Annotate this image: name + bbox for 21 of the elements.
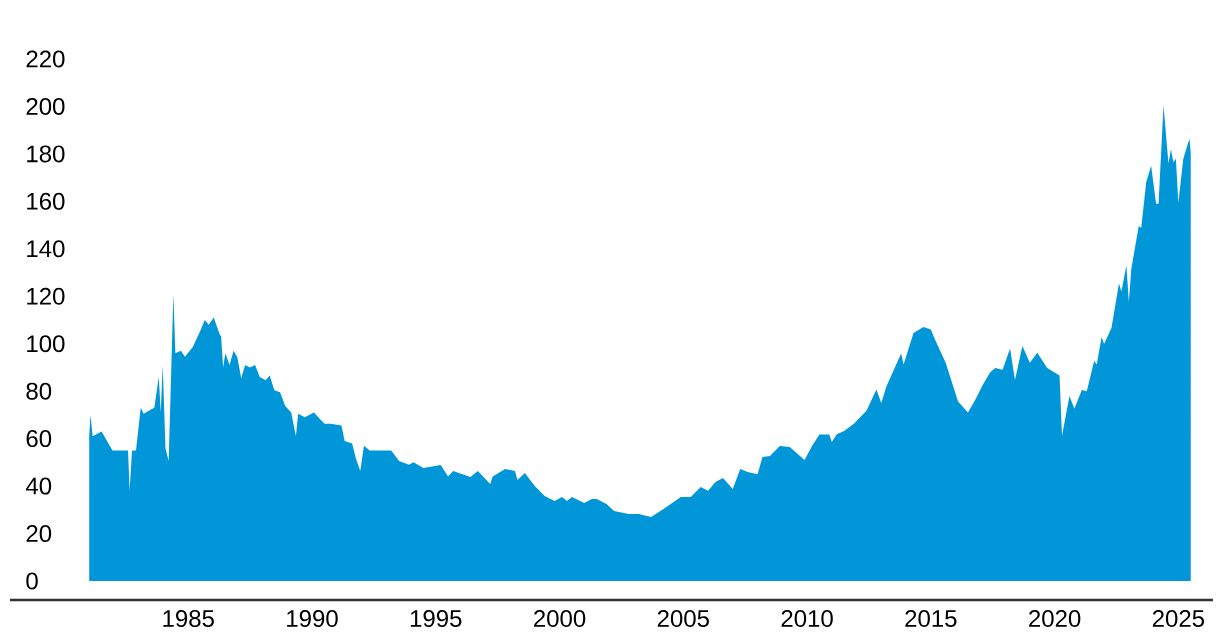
y-tick-label: 160 — [27, 192, 65, 210]
y-tick-label: 120 — [27, 287, 65, 305]
y-tick-label: 60 — [26, 430, 52, 448]
x-tick-label: 1990 — [287, 610, 338, 628]
y-tick-label: 20 — [26, 525, 52, 543]
y-tick-label: 220 — [26, 50, 65, 68]
y-tick-label: 140 — [27, 240, 65, 258]
y-tick-label: 100 — [27, 335, 65, 353]
x-tick-label: 1995 — [410, 610, 462, 628]
x-tick-label: 2005 — [657, 610, 709, 628]
x-tick-label: 2020 — [1029, 610, 1081, 628]
y-tick-label: 40 — [25, 477, 52, 495]
x-tick-label: 2025 — [1152, 610, 1205, 628]
x-tick-label: 1985 — [163, 610, 214, 628]
x-tick-label: 2000 — [534, 610, 586, 628]
x-tick-label: 2010 — [781, 610, 833, 628]
y-tick-label: 200 — [26, 97, 65, 115]
y-tick-label: 80 — [26, 382, 52, 400]
y-tick-label: 0 — [26, 572, 38, 590]
x-tick-label: 2015 — [905, 610, 957, 628]
y-tick-label: 180 — [27, 145, 65, 163]
